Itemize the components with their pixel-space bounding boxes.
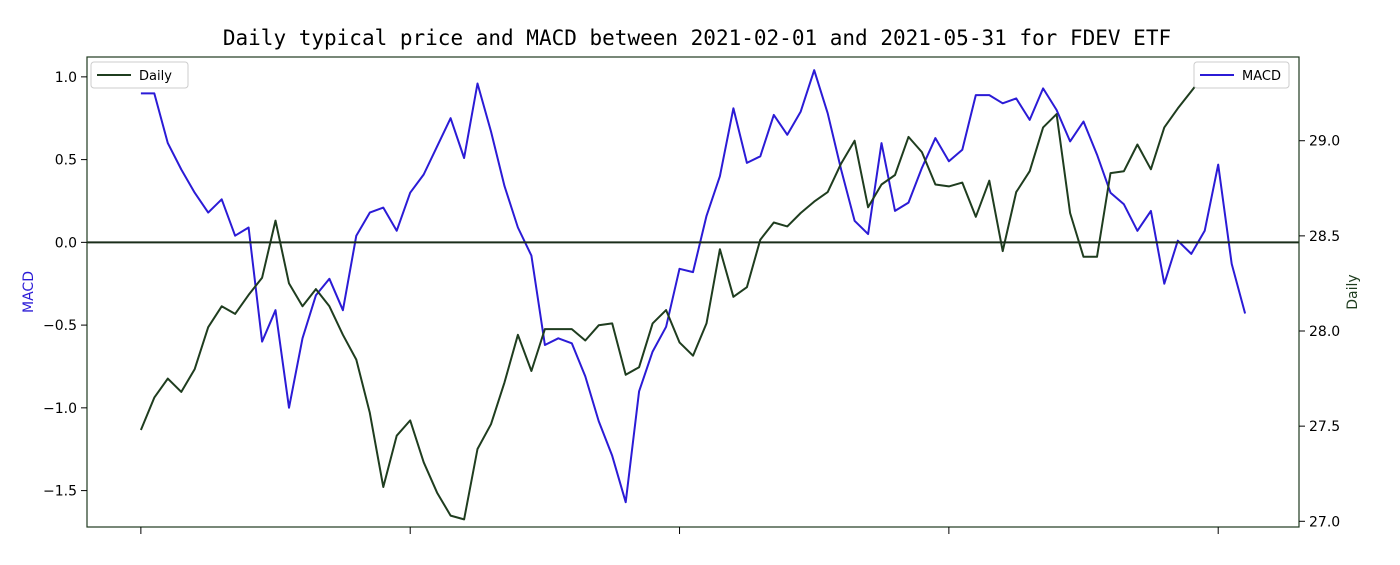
right-tick-label: 27.0 (1309, 514, 1340, 530)
chart-title: Daily typical price and MACD between 202… (223, 26, 1171, 50)
right-tick-label: 29.0 (1309, 134, 1340, 150)
series-line-macd (140, 69, 1247, 504)
series-line-daily (139, 63, 1260, 521)
legend-macd-box (1193, 61, 1290, 89)
legend-macd-label: MACD (1242, 69, 1281, 84)
x-axis (140, 527, 1219, 534)
right-tick-label: 28.5 (1309, 229, 1340, 245)
right-tick-label: 28.0 (1309, 324, 1340, 340)
legend-macd: MACD (1193, 61, 1290, 89)
right-axis-label: Daily (1345, 274, 1361, 309)
macd-series (140, 69, 1247, 504)
plot-frame (86, 56, 1300, 528)
left-tick-label: −0.5 (43, 318, 77, 334)
legend-daily-box (90, 61, 189, 89)
left-tick-label: 0.5 (55, 153, 77, 169)
left-tick-label: −1.5 (43, 484, 77, 500)
right-axis: 27.0 27.5 28.0 28.5 29.0 (1299, 134, 1340, 530)
left-tick-label: −1.0 (43, 401, 77, 417)
left-axis: −1.5 −1.0 −0.5 0.0 0.5 1.0 (43, 70, 87, 500)
left-axis-label: MACD (21, 271, 37, 313)
right-tick-label: 27.5 (1309, 419, 1340, 435)
legend-daily: Daily (90, 61, 189, 89)
plot-area (86, 56, 1300, 528)
legend-daily-label: Daily (139, 69, 172, 84)
daily-series (139, 63, 1260, 521)
left-tick-label: 1.0 (55, 70, 77, 86)
left-tick-label: 0.0 (55, 235, 77, 251)
